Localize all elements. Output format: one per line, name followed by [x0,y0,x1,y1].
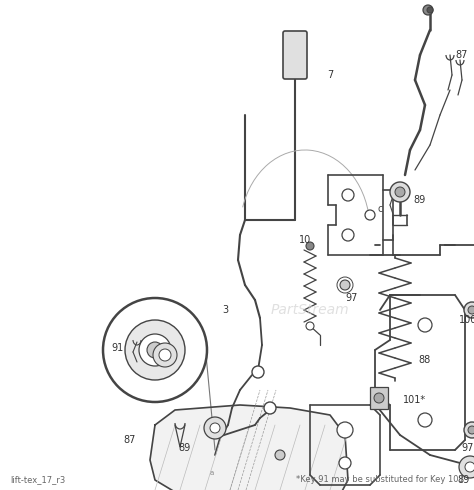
Circle shape [264,402,276,414]
Text: 89: 89 [458,475,470,485]
Circle shape [275,450,285,460]
Circle shape [468,306,474,314]
Text: 89: 89 [414,195,426,205]
Text: 97: 97 [462,443,474,453]
Circle shape [204,417,226,439]
Text: 97: 97 [346,293,358,303]
Circle shape [139,334,171,366]
Circle shape [427,7,433,13]
Circle shape [159,349,171,361]
Circle shape [464,302,474,318]
Circle shape [418,413,432,427]
Text: 10: 10 [299,235,311,245]
Text: a: a [210,470,214,476]
Text: 3: 3 [222,305,228,315]
Circle shape [365,210,375,220]
Circle shape [464,422,474,438]
Text: 88: 88 [419,355,431,365]
Bar [370,387,388,409]
Circle shape [147,342,163,358]
Circle shape [342,229,354,241]
Circle shape [465,462,474,472]
Text: *Key 91 may be substituted for Key 101: *Key 91 may be substituted for Key 101 [296,475,464,484]
Text: 91: 91 [112,343,124,353]
Circle shape [337,422,353,438]
Text: 100: 100 [459,315,474,325]
FancyBboxPatch shape [283,31,307,79]
Circle shape [340,280,350,290]
Text: 89: 89 [179,443,191,453]
Text: lift-tex_17_r3: lift-tex_17_r3 [10,475,65,484]
Text: 87: 87 [124,435,136,445]
Circle shape [252,366,264,378]
Text: 7: 7 [327,70,333,80]
Circle shape [153,343,177,367]
Circle shape [103,298,207,402]
Circle shape [395,187,405,197]
Text: 101*: 101* [403,395,427,405]
Circle shape [306,242,314,250]
Circle shape [342,189,354,201]
Circle shape [125,320,185,380]
Text: 87: 87 [456,50,468,60]
Circle shape [459,456,474,478]
Circle shape [306,322,314,330]
Circle shape [339,457,351,469]
Circle shape [418,318,432,332]
Circle shape [390,182,410,202]
Text: c: c [377,204,383,214]
Circle shape [374,393,384,403]
Circle shape [210,423,220,433]
Polygon shape [150,405,348,490]
Circle shape [468,426,474,434]
Text: PartStream: PartStream [271,303,349,317]
Circle shape [423,5,433,15]
